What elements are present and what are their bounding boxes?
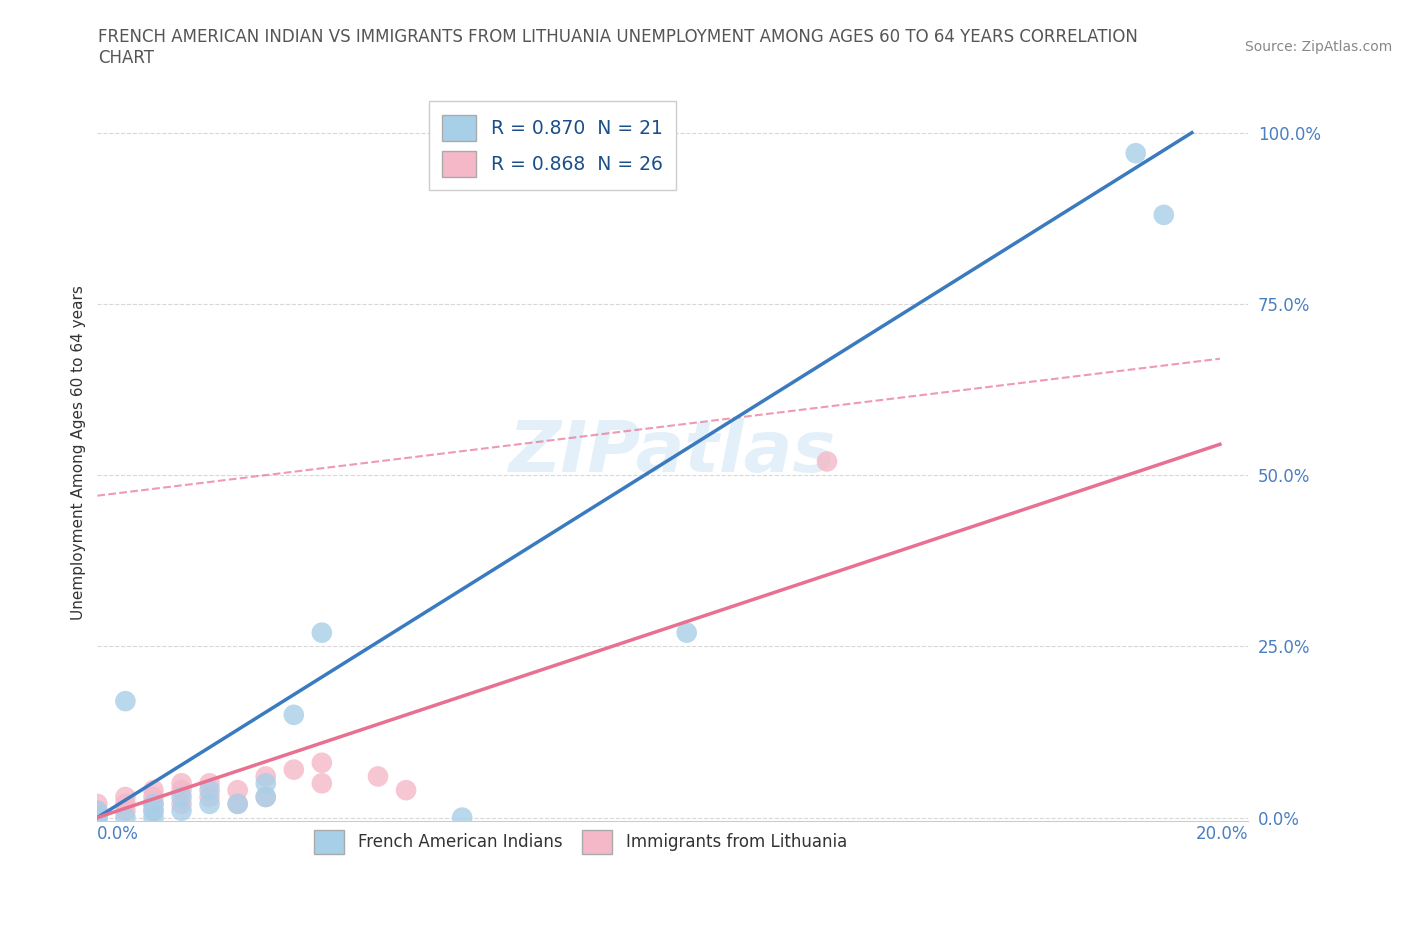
Text: Source: ZipAtlas.com: Source: ZipAtlas.com [1244,40,1392,54]
Point [114,810,136,825]
Point [254,769,277,784]
Point [86,804,108,818]
Point [675,625,697,640]
Point [142,804,165,818]
Point [142,790,165,804]
Point [86,810,108,825]
Point [170,783,193,798]
Point [283,708,305,723]
Point [86,810,108,825]
Point [198,796,221,811]
Point [254,790,277,804]
Text: FRENCH AMERICAN INDIAN VS IMMIGRANTS FROM LITHUANIA UNEMPLOYMENT AMONG AGES 60 T: FRENCH AMERICAN INDIAN VS IMMIGRANTS FRO… [98,28,1139,46]
Text: ZIPatlas: ZIPatlas [509,418,837,487]
Point [114,790,136,804]
Point [254,776,277,790]
Point [86,810,108,825]
Point [283,763,305,777]
Point [198,790,221,804]
Point [1153,207,1175,222]
Point [114,796,136,811]
Point [254,790,277,804]
Text: 20.0%: 20.0% [1195,826,1249,844]
Y-axis label: Unemployment Among Ages 60 to 64 years: Unemployment Among Ages 60 to 64 years [72,286,86,620]
Point [170,776,193,790]
Text: CHART: CHART [98,49,155,67]
Point [198,776,221,790]
Point [142,796,165,811]
Point [311,755,333,770]
Point [367,769,389,784]
Point [1125,146,1147,161]
Point [311,776,333,790]
Legend: French American Indians, Immigrants from Lithuania: French American Indians, Immigrants from… [308,824,853,860]
Point [198,783,221,798]
Point [86,804,108,818]
Point [170,804,193,818]
Point [142,796,165,811]
Point [114,694,136,709]
Point [226,783,249,798]
Point [170,790,193,804]
Point [395,783,418,798]
Point [170,796,193,811]
Point [226,796,249,811]
Point [86,810,108,825]
Point [226,796,249,811]
Point [142,783,165,798]
Point [142,810,165,825]
Point [451,810,474,825]
Point [114,804,136,818]
Point [142,804,165,818]
Point [311,625,333,640]
Text: 0.0%: 0.0% [97,826,139,844]
Point [815,454,838,469]
Point [86,796,108,811]
